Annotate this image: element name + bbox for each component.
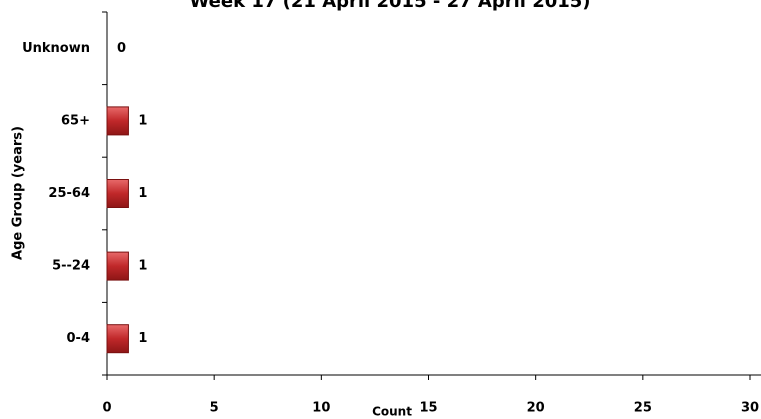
data-label: 1 <box>138 186 147 201</box>
bar <box>106 324 129 354</box>
y-tick-label: 5--24 <box>52 259 90 274</box>
bar <box>106 106 129 136</box>
y-tick-label: 25-64 <box>48 186 90 201</box>
data-label: 0 <box>117 41 126 56</box>
x-tick-label: 30 <box>741 401 759 416</box>
bar <box>106 251 129 281</box>
x-axis-label: Count <box>372 405 412 419</box>
data-label: 1 <box>138 331 147 346</box>
x-tick-label: 20 <box>527 401 545 416</box>
x-tick-label: 25 <box>634 401 652 416</box>
x-tick-label: 0 <box>102 401 111 416</box>
y-tick-label: 65+ <box>61 113 90 128</box>
y-tick-label: 0-4 <box>67 331 91 346</box>
bar <box>106 179 129 208</box>
data-label: 1 <box>138 259 147 274</box>
data-label: 1 <box>138 113 147 128</box>
x-tick-label: 5 <box>210 401 219 416</box>
x-tick-label: 10 <box>312 401 330 416</box>
x-tick-label: 15 <box>419 401 437 416</box>
y-axis-label: Age Group (years) <box>11 126 26 260</box>
chart-title: Week 17 (21 April 2015 - 27 April 2015) <box>189 0 590 12</box>
y-tick-label: Unknown <box>22 41 90 56</box>
